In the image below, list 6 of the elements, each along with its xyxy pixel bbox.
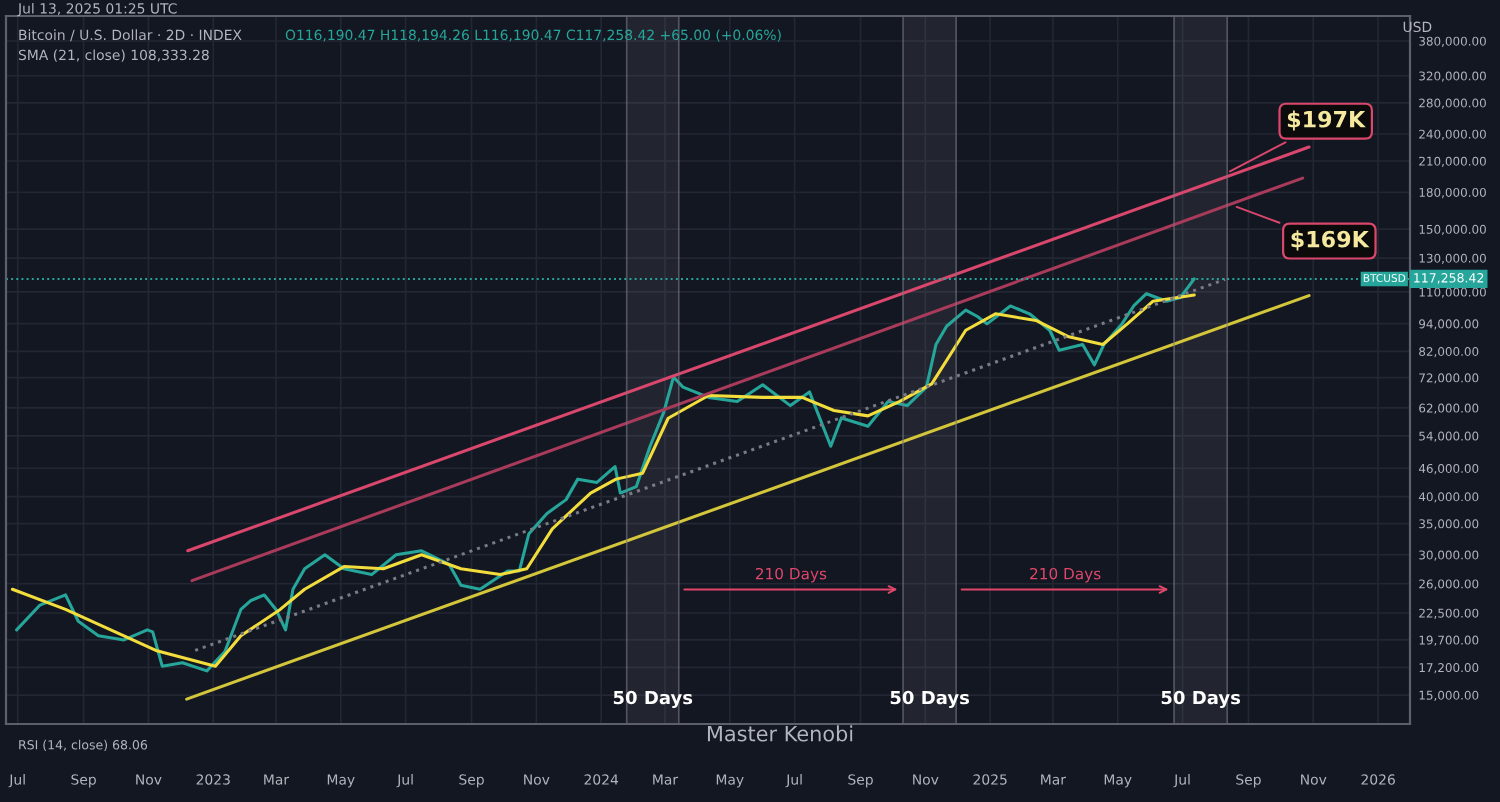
- band-label: 50 Days: [1161, 690, 1241, 708]
- text: Master Kenobi: [707, 725, 853, 742]
- annotation: $169K: [1291, 230, 1370, 251]
- band-label: 50 Days: [613, 690, 693, 708]
- annotation: $197K: [1287, 110, 1366, 131]
- band-label: 50 Days: [890, 690, 970, 708]
